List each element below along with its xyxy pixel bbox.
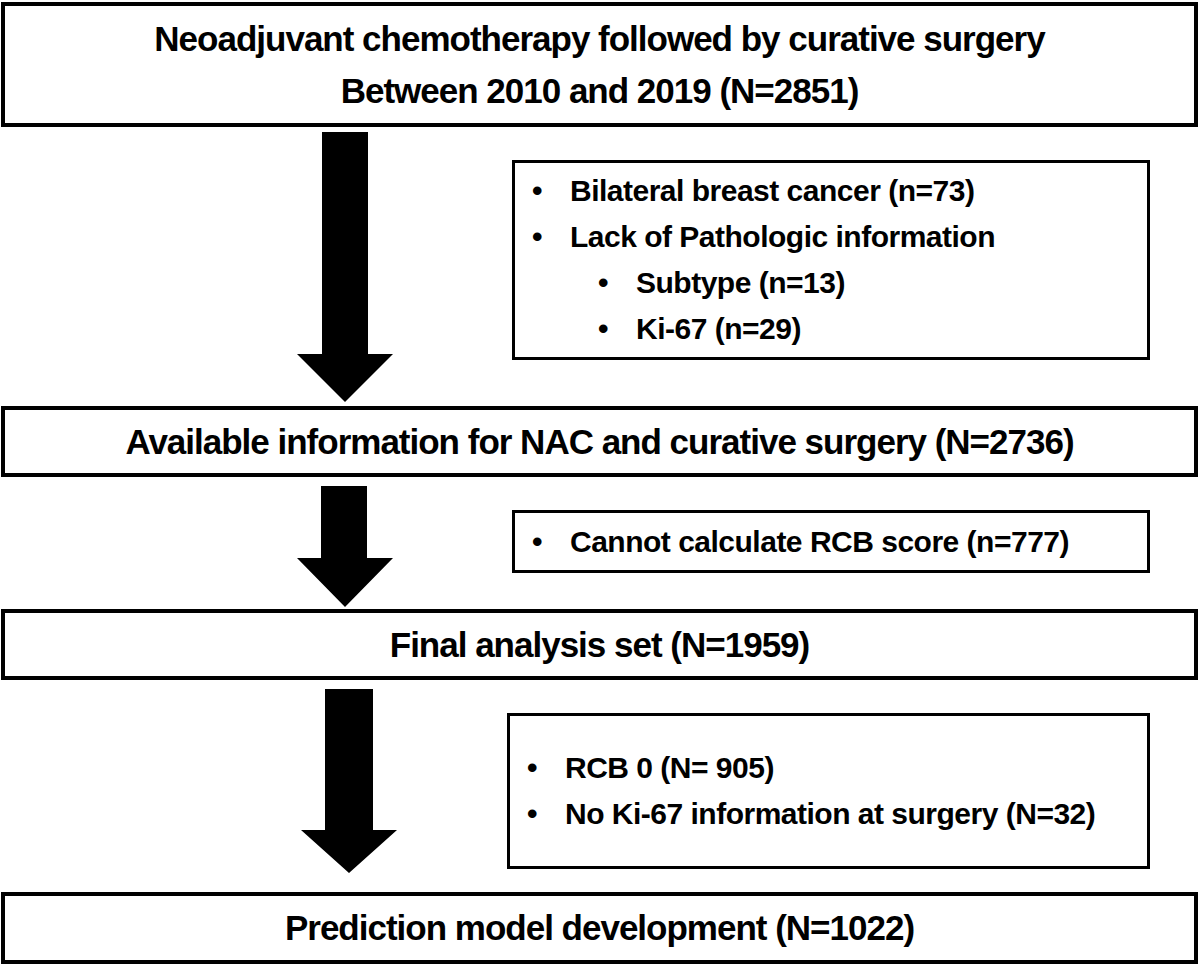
down-arrow-icon-2	[297, 486, 393, 607]
down-arrow-icon-3	[301, 689, 397, 873]
bullet-icon: •	[532, 519, 570, 565]
exclusion-item-text: Cannot calculate RCB score (n=777)	[570, 519, 1135, 565]
bullet-icon: •	[598, 306, 636, 352]
flow-box-cohort-line-1: Neoadjuvant chemotherapy followed by cur…	[154, 13, 1044, 65]
exclusion-item: • Lack of Pathologic information	[532, 214, 1135, 260]
exclusion-item: • No Ki-67 information at surgery (N=32)	[527, 791, 1135, 837]
exclusion-item-text: No Ki-67 information at surgery (N=32)	[565, 791, 1135, 837]
flow-box-cohort-line-2: Between 2010 and 2019 (N=2851)	[341, 65, 859, 117]
flow-box-final-analysis-set-line-1: Final analysis set (N=1959)	[390, 619, 809, 671]
flow-box-prediction-model-development: Prediction model development (N=1022)	[1, 892, 1198, 964]
bullet-icon: •	[527, 791, 565, 837]
flow-box-final-analysis-set: Final analysis set (N=1959)	[1, 609, 1198, 680]
bullet-icon: •	[598, 260, 636, 306]
flow-box-cohort: Neoadjuvant chemotherapy followed by cur…	[1, 2, 1198, 127]
flow-box-prediction-model-development-line-1: Prediction model development (N=1022)	[285, 902, 914, 954]
study-flow-diagram: Neoadjuvant chemotherapy followed by cur…	[0, 0, 1200, 966]
exclusion-item: • Bilateral breast cancer (n=73)	[532, 168, 1135, 214]
flow-box-available-information-line-1: Available information for NAC and curati…	[125, 416, 1073, 468]
flow-box-available-information: Available information for NAC and curati…	[1, 406, 1198, 477]
exclusion-box-2: • Cannot calculate RCB score (n=777)	[512, 510, 1150, 573]
exclusion-item-text: Lack of Pathologic information	[570, 214, 1135, 260]
bullet-icon: •	[532, 214, 570, 260]
exclusion-item-text: Bilateral breast cancer (n=73)	[570, 168, 1135, 214]
exclusion-box-3: • RCB 0 (N= 905) • No Ki-67 information …	[507, 713, 1150, 869]
exclusion-subitem: • Subtype (n=13)	[598, 260, 1135, 306]
exclusion-item: • Cannot calculate RCB score (n=777)	[532, 519, 1135, 565]
exclusion-box-1: • Bilateral breast cancer (n=73) • Lack …	[512, 160, 1150, 360]
down-arrow-icon-1	[297, 132, 393, 402]
bullet-icon: •	[527, 745, 565, 791]
exclusion-item-text: RCB 0 (N= 905)	[565, 745, 1135, 791]
exclusion-subitem-text: Ki-67 (n=29)	[636, 306, 1135, 352]
bullet-icon: •	[532, 168, 570, 214]
exclusion-subitem-text: Subtype (n=13)	[636, 260, 1135, 306]
exclusion-subitem: • Ki-67 (n=29)	[598, 306, 1135, 352]
exclusion-item: • RCB 0 (N= 905)	[527, 745, 1135, 791]
